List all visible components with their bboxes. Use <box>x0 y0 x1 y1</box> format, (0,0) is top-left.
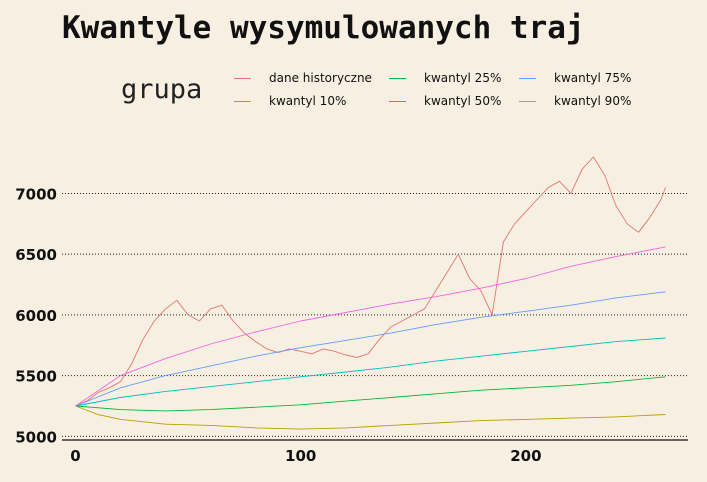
y-tick-label: 7000 <box>15 185 57 203</box>
legend-key <box>519 100 536 102</box>
chart-title: Kwantyle wysymulowanych traj <box>62 10 585 46</box>
legend-label: kwantyl 90% <box>554 94 632 108</box>
legend-item-kwantyl-25: kwantyl 25% <box>389 70 501 86</box>
legend-key <box>519 77 536 79</box>
legend-label: kwantyl 75% <box>554 71 632 85</box>
series-line-4 <box>75 291 666 407</box>
legend-item-kwantyl-75: kwantyl 75% <box>519 70 631 86</box>
legend-label: kwantyl 10% <box>269 94 347 108</box>
legend-label: kwantyl 50% <box>424 94 502 108</box>
series-line-5 <box>75 246 666 407</box>
legend-label: kwantyl 25% <box>424 71 502 85</box>
y-tick-label: 6000 <box>15 307 57 325</box>
x-tick-label: 100 <box>285 447 316 465</box>
legend-key <box>234 77 251 79</box>
legend-key <box>389 100 406 102</box>
x-tick-label: 0 <box>70 447 80 465</box>
legend-label: dane historyczne <box>269 71 372 85</box>
series-line-0 <box>75 156 666 407</box>
series-line-2 <box>75 376 666 412</box>
legend-item-kwantyl-90: kwantyl 90% <box>519 93 631 109</box>
y-tick-label: 5500 <box>15 368 57 386</box>
legend-key <box>234 100 251 102</box>
y-tick-label: 6500 <box>15 246 57 264</box>
y-tick-label: 5000 <box>15 428 57 446</box>
legend-item-dane-historyczne: dane historyczne <box>234 70 372 86</box>
legend-item-kwantyl-10: kwantyl 10% <box>234 93 346 109</box>
legend-item-kwantyl-50: kwantyl 50% <box>389 93 501 109</box>
legend-title: grupa <box>121 74 203 105</box>
x-tick-label: 200 <box>510 447 541 465</box>
series-line-3 <box>75 337 666 407</box>
legend-key <box>389 77 406 79</box>
series-line-1 <box>75 405 666 430</box>
